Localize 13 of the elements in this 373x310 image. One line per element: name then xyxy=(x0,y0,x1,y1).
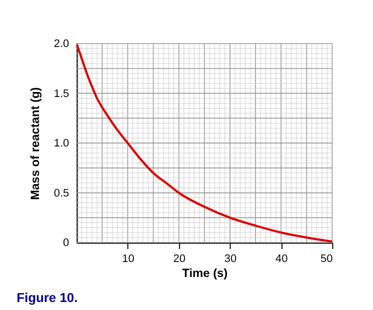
y-tick-label: 0 xyxy=(63,237,70,250)
y-tick-label: 1.5 xyxy=(54,88,70,100)
x-axis-title: Time (s) xyxy=(182,266,228,280)
caption: Figure 10. xyxy=(16,290,78,306)
x-tick-label: 20 xyxy=(173,252,186,265)
x-tick-label: 30 xyxy=(224,252,237,265)
x-tick-label: 40 xyxy=(276,252,288,265)
x-tick-label: 50 xyxy=(320,252,333,265)
y-axis-title: Mass of reactant (g) xyxy=(28,87,42,200)
y-tick-label: 0.5 xyxy=(54,187,70,200)
y-tick-label: 1.0 xyxy=(54,138,70,150)
y-tick-label: 2.0 xyxy=(54,38,70,50)
x-tick-label: 10 xyxy=(122,252,134,265)
